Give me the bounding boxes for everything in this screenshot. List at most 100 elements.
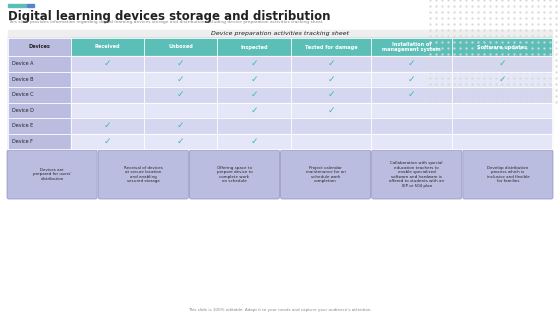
Text: Project calendar
maintenance for on
schedule work
completion: Project calendar maintenance for on sche… bbox=[306, 166, 346, 183]
Bar bbox=[8, 102, 71, 118]
Bar bbox=[8, 87, 71, 102]
FancyBboxPatch shape bbox=[463, 150, 553, 199]
Text: Device E: Device E bbox=[12, 123, 33, 128]
FancyBboxPatch shape bbox=[281, 150, 371, 199]
Bar bbox=[291, 56, 371, 72]
Bar bbox=[371, 134, 452, 149]
Bar bbox=[71, 134, 144, 149]
Bar bbox=[144, 118, 217, 134]
Text: Inspected: Inspected bbox=[240, 44, 268, 49]
Bar bbox=[8, 118, 71, 134]
Text: ✓: ✓ bbox=[328, 90, 335, 99]
Bar bbox=[71, 38, 144, 56]
Text: Software updates: Software updates bbox=[477, 44, 527, 49]
Bar bbox=[217, 102, 291, 118]
Text: Devices are
prepared for users'
distribution: Devices are prepared for users' distribu… bbox=[33, 168, 71, 181]
Bar bbox=[371, 72, 452, 87]
Bar bbox=[8, 4, 26, 7]
Text: Collaboration with special
education teachers to
enable specialized
software and: Collaboration with special education tea… bbox=[389, 161, 444, 188]
Text: Devices: Devices bbox=[29, 44, 50, 49]
Bar bbox=[291, 87, 371, 102]
Text: Device D: Device D bbox=[12, 108, 34, 113]
Text: ✓: ✓ bbox=[498, 59, 506, 68]
Text: ✓: ✓ bbox=[250, 137, 258, 146]
Bar bbox=[71, 87, 144, 102]
Bar bbox=[71, 56, 144, 72]
Text: Device preparation activities tracking sheet: Device preparation activities tracking s… bbox=[211, 32, 349, 37]
Text: This slide provides information regarding digital learning devices storage and d: This slide provides information regardin… bbox=[8, 20, 323, 24]
Text: Offering space to
prepare device to
complete work
on schedule: Offering space to prepare device to comp… bbox=[217, 166, 253, 183]
Bar bbox=[217, 72, 291, 87]
Text: Device A: Device A bbox=[12, 61, 34, 66]
Text: ✓: ✓ bbox=[177, 59, 184, 68]
Bar bbox=[144, 134, 217, 149]
Bar bbox=[8, 38, 71, 56]
Text: ✓: ✓ bbox=[177, 75, 184, 84]
Text: ✓: ✓ bbox=[177, 121, 184, 130]
Bar bbox=[8, 72, 71, 87]
Bar bbox=[371, 38, 452, 56]
Text: ✓: ✓ bbox=[328, 59, 335, 68]
Bar bbox=[71, 72, 144, 87]
Bar bbox=[71, 118, 144, 134]
Bar bbox=[217, 38, 291, 56]
Bar bbox=[144, 102, 217, 118]
Bar bbox=[452, 102, 552, 118]
Text: ✓: ✓ bbox=[328, 75, 335, 84]
Bar bbox=[217, 56, 291, 72]
Text: This slide is 100% editable. Adapt it to your needs and capture your audience's : This slide is 100% editable. Adapt it to… bbox=[188, 308, 372, 312]
Bar bbox=[371, 118, 452, 134]
Bar bbox=[144, 87, 217, 102]
Text: ✓: ✓ bbox=[250, 90, 258, 99]
Text: ✓: ✓ bbox=[328, 106, 335, 115]
Text: Tested for damage: Tested for damage bbox=[305, 44, 357, 49]
Bar bbox=[452, 72, 552, 87]
Bar bbox=[291, 134, 371, 149]
Text: ✓: ✓ bbox=[250, 106, 258, 115]
Text: ✓: ✓ bbox=[250, 59, 258, 68]
Text: Receival of devices
at secure location
and enabling
secured storage: Receival of devices at secure location a… bbox=[124, 166, 163, 183]
Bar bbox=[371, 56, 452, 72]
Bar bbox=[452, 118, 552, 134]
Text: Device C: Device C bbox=[12, 92, 34, 97]
Text: ✓: ✓ bbox=[498, 75, 506, 84]
Bar bbox=[8, 56, 71, 72]
Bar bbox=[8, 134, 71, 149]
FancyBboxPatch shape bbox=[7, 150, 97, 199]
FancyBboxPatch shape bbox=[189, 150, 279, 199]
FancyBboxPatch shape bbox=[98, 150, 188, 199]
Text: ✓: ✓ bbox=[177, 90, 184, 99]
Text: ✓: ✓ bbox=[250, 75, 258, 84]
Text: Develop distribution
process which is
inclusive and flexible
for families: Develop distribution process which is in… bbox=[487, 166, 529, 183]
Text: ✓: ✓ bbox=[104, 137, 111, 146]
Bar bbox=[452, 134, 552, 149]
Bar bbox=[291, 102, 371, 118]
FancyBboxPatch shape bbox=[372, 150, 462, 199]
Text: ✓: ✓ bbox=[177, 137, 184, 146]
Bar bbox=[27, 4, 34, 7]
Bar bbox=[144, 72, 217, 87]
Text: ✓: ✓ bbox=[408, 59, 416, 68]
Text: Device B: Device B bbox=[12, 77, 34, 82]
Bar bbox=[291, 118, 371, 134]
Bar bbox=[291, 72, 371, 87]
Text: Device F: Device F bbox=[12, 139, 33, 144]
Text: ✓: ✓ bbox=[408, 75, 416, 84]
Bar bbox=[452, 56, 552, 72]
Text: ✓: ✓ bbox=[104, 121, 111, 130]
Text: Installation of
management system: Installation of management system bbox=[382, 42, 441, 52]
Bar bbox=[217, 87, 291, 102]
Text: Digital learning devices storage and distribution: Digital learning devices storage and dis… bbox=[8, 10, 330, 23]
Bar bbox=[71, 102, 144, 118]
Bar bbox=[371, 87, 452, 102]
Bar bbox=[144, 56, 217, 72]
Bar bbox=[291, 38, 371, 56]
Bar bbox=[217, 134, 291, 149]
Text: Received: Received bbox=[95, 44, 120, 49]
Bar bbox=[217, 118, 291, 134]
Text: ✓: ✓ bbox=[408, 90, 416, 99]
Bar bbox=[371, 102, 452, 118]
Bar bbox=[452, 87, 552, 102]
Bar bbox=[8, 30, 552, 38]
Text: Unboxed: Unboxed bbox=[169, 44, 193, 49]
